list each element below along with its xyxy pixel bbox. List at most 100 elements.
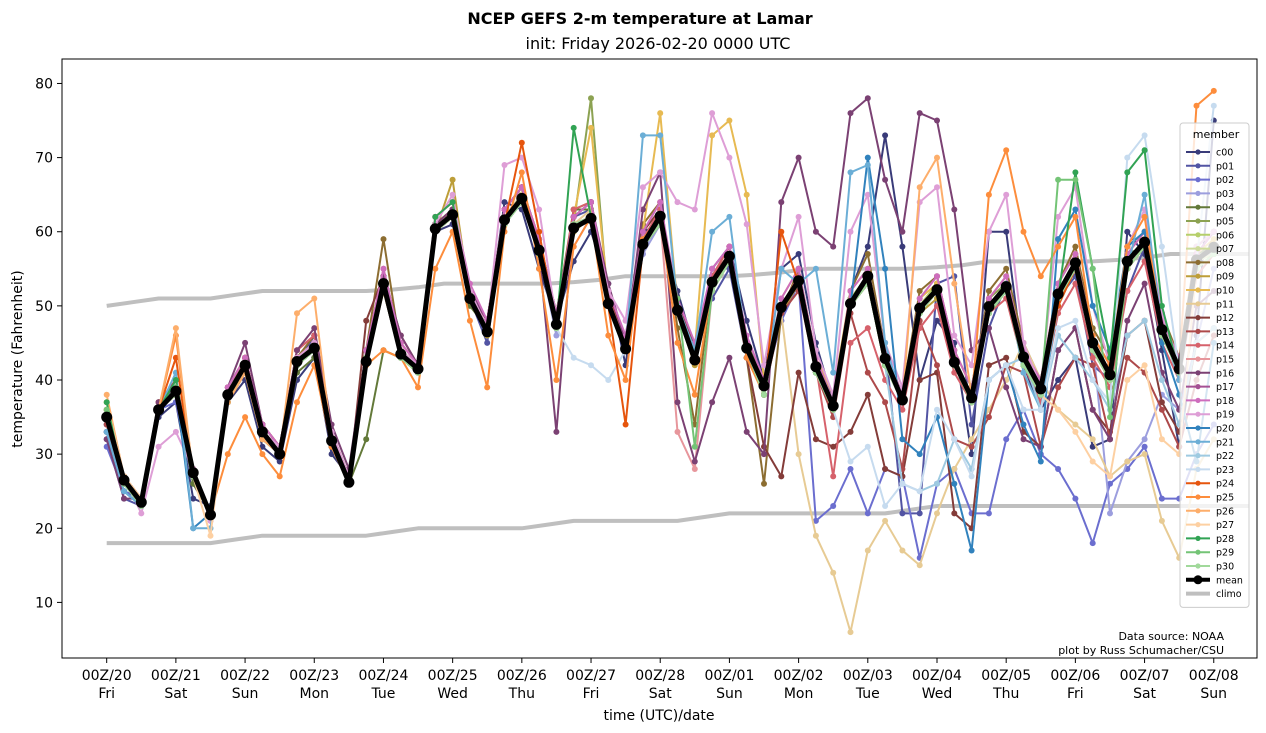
point-p12 bbox=[1158, 399, 1165, 406]
point-p26 bbox=[103, 391, 110, 398]
point-p25 bbox=[518, 169, 525, 176]
point-p02 bbox=[1141, 443, 1148, 450]
point-p11 bbox=[1158, 517, 1165, 524]
point-p16 bbox=[743, 428, 750, 435]
point-p18 bbox=[501, 206, 508, 213]
x-tick-label-time: 00Z/20 bbox=[82, 668, 132, 684]
legend-swatch-marker bbox=[1195, 315, 1201, 321]
mean-point bbox=[205, 509, 216, 521]
point-p08 bbox=[864, 251, 871, 257]
point-p19 bbox=[864, 191, 871, 198]
point-p14 bbox=[1072, 280, 1079, 287]
point-p10 bbox=[588, 124, 594, 131]
point-p19 bbox=[536, 206, 543, 213]
legend-entry-p18: p18 bbox=[1216, 396, 1234, 407]
point-p16 bbox=[812, 228, 819, 235]
point-p26 bbox=[294, 310, 300, 317]
point-p24 bbox=[536, 228, 543, 235]
point-c00 bbox=[276, 458, 283, 465]
point-p19 bbox=[968, 362, 975, 369]
y-tick-label: 80 bbox=[35, 76, 53, 92]
legend-swatch-marker bbox=[1195, 384, 1201, 390]
point-p19 bbox=[691, 206, 698, 213]
point-p12 bbox=[812, 436, 819, 443]
mean-point bbox=[845, 298, 856, 310]
point-p02 bbox=[985, 510, 992, 517]
point-p28 bbox=[172, 377, 179, 383]
point-p23 bbox=[1141, 132, 1148, 139]
point-p16 bbox=[951, 206, 958, 213]
x-tick-label-time: 00Z/07 bbox=[1120, 668, 1170, 684]
legend-entry-p07: p07 bbox=[1216, 244, 1234, 255]
point-p19 bbox=[518, 154, 525, 161]
point-p08 bbox=[1072, 243, 1079, 250]
mean-point bbox=[1069, 257, 1081, 269]
point-p11 bbox=[864, 547, 871, 554]
point-p21 bbox=[726, 213, 733, 220]
point-p19 bbox=[795, 213, 802, 220]
point-p21 bbox=[1141, 191, 1148, 198]
point-p18 bbox=[726, 243, 733, 250]
point-p11 bbox=[847, 629, 854, 636]
point-p19 bbox=[985, 228, 992, 235]
point-c00 bbox=[882, 132, 889, 139]
mean-point bbox=[412, 363, 424, 375]
point-p02 bbox=[1158, 495, 1165, 502]
point-c00 bbox=[190, 495, 197, 502]
point-p18 bbox=[795, 265, 802, 272]
point-p18 bbox=[1003, 273, 1010, 280]
point-p12 bbox=[795, 369, 802, 376]
point-p29 bbox=[103, 406, 110, 413]
mean-point bbox=[723, 250, 735, 262]
point-p16 bbox=[830, 243, 837, 250]
point-p25 bbox=[276, 473, 283, 480]
point-p25 bbox=[484, 384, 491, 391]
point-c00 bbox=[259, 443, 266, 450]
legend-entry-p24: p24 bbox=[1216, 479, 1234, 490]
x-tick-label-day: Fri bbox=[98, 686, 115, 702]
point-p23 bbox=[968, 473, 975, 480]
legend-swatch-marker bbox=[1195, 370, 1201, 376]
y-tick-label: 70 bbox=[35, 151, 53, 167]
y-tick-label: 60 bbox=[35, 225, 53, 241]
point-p02 bbox=[1003, 436, 1010, 443]
point-p12 bbox=[363, 317, 370, 324]
mean-point bbox=[429, 223, 441, 235]
x-tick-label-day: Tue bbox=[855, 686, 880, 702]
point-p25 bbox=[1037, 273, 1044, 280]
mean-point bbox=[654, 210, 666, 222]
point-p14 bbox=[1089, 354, 1096, 361]
point-p23 bbox=[864, 443, 871, 450]
point-p21 bbox=[657, 132, 664, 139]
legend-entry-c00: c00 bbox=[1216, 148, 1233, 159]
point-p25 bbox=[259, 451, 266, 458]
point-p25 bbox=[1003, 147, 1010, 154]
point-p22 bbox=[1072, 354, 1079, 361]
legend-swatch-marker bbox=[1195, 301, 1201, 307]
point-p16 bbox=[1055, 347, 1062, 354]
legend-entry-p01: p01 bbox=[1216, 161, 1234, 172]
point-p25 bbox=[432, 265, 439, 272]
legend-swatch-marker bbox=[1195, 397, 1201, 403]
point-p15 bbox=[674, 428, 681, 435]
legend-swatch-marker bbox=[1195, 149, 1201, 155]
point-p25 bbox=[294, 399, 300, 406]
legend-swatch-marker bbox=[1195, 259, 1201, 265]
mean-point bbox=[931, 284, 943, 296]
point-p21 bbox=[830, 369, 837, 376]
point-p16 bbox=[242, 339, 249, 346]
point-p12 bbox=[864, 391, 871, 398]
mean-point bbox=[481, 326, 493, 338]
point-p03 bbox=[1107, 510, 1113, 517]
mean-point bbox=[516, 192, 528, 204]
climo-high-line bbox=[106, 252, 1249, 308]
legend-swatch-marker bbox=[1195, 287, 1201, 293]
legend-swatch-marker bbox=[1195, 273, 1201, 279]
legend-entry-p23: p23 bbox=[1216, 465, 1234, 476]
point-p16 bbox=[639, 206, 646, 213]
point-p23 bbox=[1158, 243, 1165, 250]
mean-point bbox=[672, 304, 683, 316]
point-p16 bbox=[709, 399, 716, 406]
point-p23 bbox=[570, 354, 577, 361]
